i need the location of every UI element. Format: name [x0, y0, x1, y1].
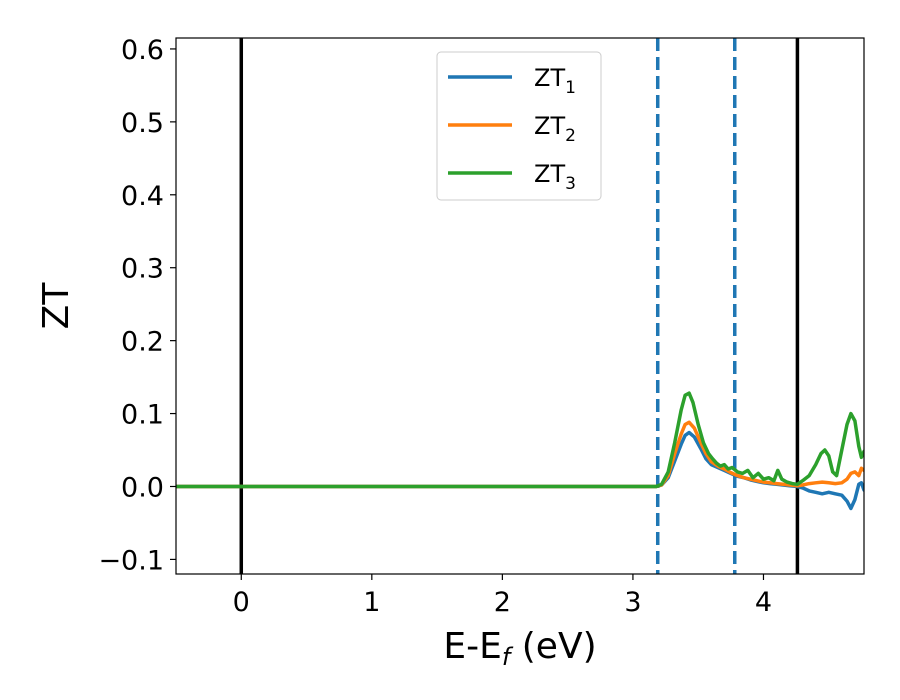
x-axis-label: E-Ef (eV) [443, 626, 596, 671]
y-tick-label-0: −0.1 [98, 545, 164, 576]
y-tick-label-1: 0.0 [121, 472, 164, 503]
x-tick-label-1: 1 [363, 587, 380, 618]
y-tick-label-4: 0.3 [121, 254, 164, 285]
y-axis-ticks: −0.1 0.0 0.1 0.2 0.3 0.4 0.5 0.6 [98, 35, 176, 576]
plot-frame [175, 37, 865, 575]
x-tick-label-0: 0 [233, 587, 250, 618]
y-tick-label-3: 0.2 [121, 327, 164, 358]
series-line-2 [176, 420, 864, 489]
legend-label-1: ZT1 [534, 64, 576, 98]
legend-label-2: ZT2 [534, 112, 576, 146]
y-tick-label-5: 0.4 [121, 181, 164, 212]
series-line-3 [176, 391, 864, 489]
series-lines [176, 391, 864, 511]
x-tick-label-3: 3 [624, 587, 641, 618]
legend-box [436, 51, 602, 201]
x-tick-label-4: 4 [755, 587, 772, 618]
y-axis-label: ZT [36, 282, 77, 330]
legend-label-3: ZT3 [534, 160, 576, 194]
x-axis-ticks: 0 1 2 3 4 [233, 574, 772, 618]
y-tick-label-6: 0.5 [121, 108, 164, 139]
y-tick-label-7: 0.6 [121, 35, 164, 66]
x-tick-label-2: 2 [494, 587, 511, 618]
legend: ZT1 ZT2 ZT3 [436, 51, 602, 201]
y-tick-label-2: 0.1 [121, 400, 164, 431]
